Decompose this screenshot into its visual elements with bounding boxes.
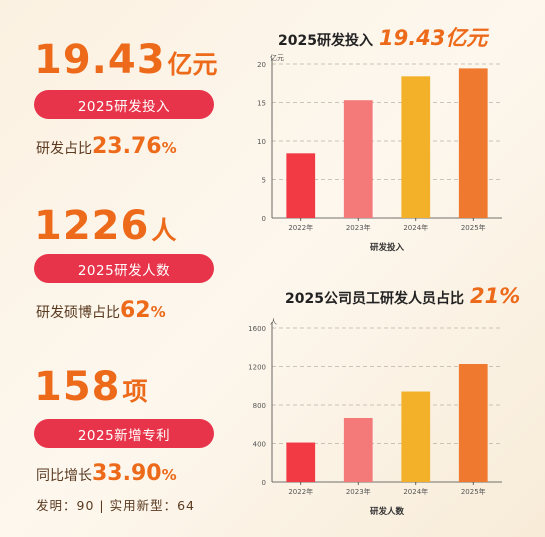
chart1-y-tick: 0: [262, 215, 266, 223]
rd-investment-value: 19.43亿元: [34, 40, 218, 80]
patent-growth: 同比增长33.90%: [36, 461, 177, 486]
chart2-bar-2: [343, 417, 373, 482]
patent-growth-value: 33.90: [92, 461, 162, 486]
rd-staff-unit: 人: [151, 216, 177, 245]
chart1-bar-3: [401, 76, 431, 218]
chart2-x-tick: 2024年: [403, 487, 428, 496]
chart2-title-highlight: 21%: [469, 284, 521, 308]
rd-ratio: 研发占比23.76%: [36, 134, 177, 159]
patents-unit: 项: [122, 377, 148, 406]
rd-staff-label: 2025研发人数: [34, 254, 214, 283]
chart1-title-highlight: 19.43亿元: [378, 26, 488, 50]
chart2-x-tick: 2022年: [288, 487, 313, 496]
chart2-bar-3: [401, 391, 431, 482]
patents-label: 2025新增专利: [34, 419, 214, 448]
rd-investment-number: 19.43: [34, 37, 166, 83]
chart2-y-tick: 1600: [248, 325, 266, 333]
chart2-y-unit: 人: [270, 318, 277, 326]
chart1-x-tick: 2022年: [288, 223, 313, 232]
chart1-y-tick: 15: [257, 100, 266, 108]
chart1-title-text: 2025研发投入: [278, 33, 373, 49]
chart1-y-unit: 亿元: [270, 53, 284, 62]
chart1-x-tick: 2025年: [461, 223, 486, 232]
chart1-x-label: 研发投入: [370, 242, 405, 253]
rd-staff-value: 1226人: [34, 206, 176, 246]
chart2-bar-1: [286, 442, 316, 482]
phd-ratio-suffix: %: [150, 303, 166, 321]
rd-ratio-value: 23.76: [92, 134, 162, 159]
patent-growth-prefix: 同比增长: [36, 468, 92, 484]
chart1-bar-2: [343, 100, 373, 218]
chart1-y-tick: 10: [257, 138, 266, 146]
chart2-x-tick: 2025年: [461, 487, 486, 496]
patent-breakdown: 发明：90 | 实用新型：64: [36, 498, 195, 513]
chart2-title: 2025公司员工研发人员占比 21%: [285, 284, 520, 308]
patents-value: 158项: [34, 367, 148, 407]
chart1-bar-4: [458, 68, 488, 218]
chart2-y-tick: 1200: [248, 364, 266, 372]
chart2-y-tick: 800: [253, 402, 266, 410]
chart1-y-tick: 20: [257, 61, 266, 69]
rd-ratio-suffix: %: [161, 139, 177, 157]
chart2-bar-4: [458, 363, 488, 482]
chart2-x-tick: 2023年: [346, 487, 371, 496]
rd-investment-label: 2025研发投入: [34, 90, 214, 119]
rd-investment-unit: 亿元: [167, 50, 218, 79]
rd-ratio-prefix: 研发占比: [36, 141, 92, 157]
chart2-x-label: 研发人数: [370, 506, 405, 517]
phd-ratio: 研发硕博占比62%: [36, 298, 166, 323]
chart1-x-tick: 2023年: [346, 223, 371, 232]
phd-ratio-prefix: 研发硕博占比: [36, 305, 120, 321]
chart1-bar-1: [286, 153, 316, 218]
phd-ratio-value: 62: [120, 298, 151, 323]
rd-staff-number: 1226: [34, 203, 150, 249]
patents-number: 158: [34, 364, 121, 410]
chart2-y-tick: 0: [262, 479, 266, 487]
patent-growth-suffix: %: [161, 466, 177, 484]
chart1-title: 2025研发投入 19.43亿元: [278, 22, 487, 52]
chart1-x-tick: 2024年: [403, 223, 428, 232]
chart1-y-tick: 5: [262, 177, 266, 185]
chart2-y-tick: 400: [253, 441, 266, 449]
chart2-title-text: 2025公司员工研发人员占比: [285, 291, 464, 307]
